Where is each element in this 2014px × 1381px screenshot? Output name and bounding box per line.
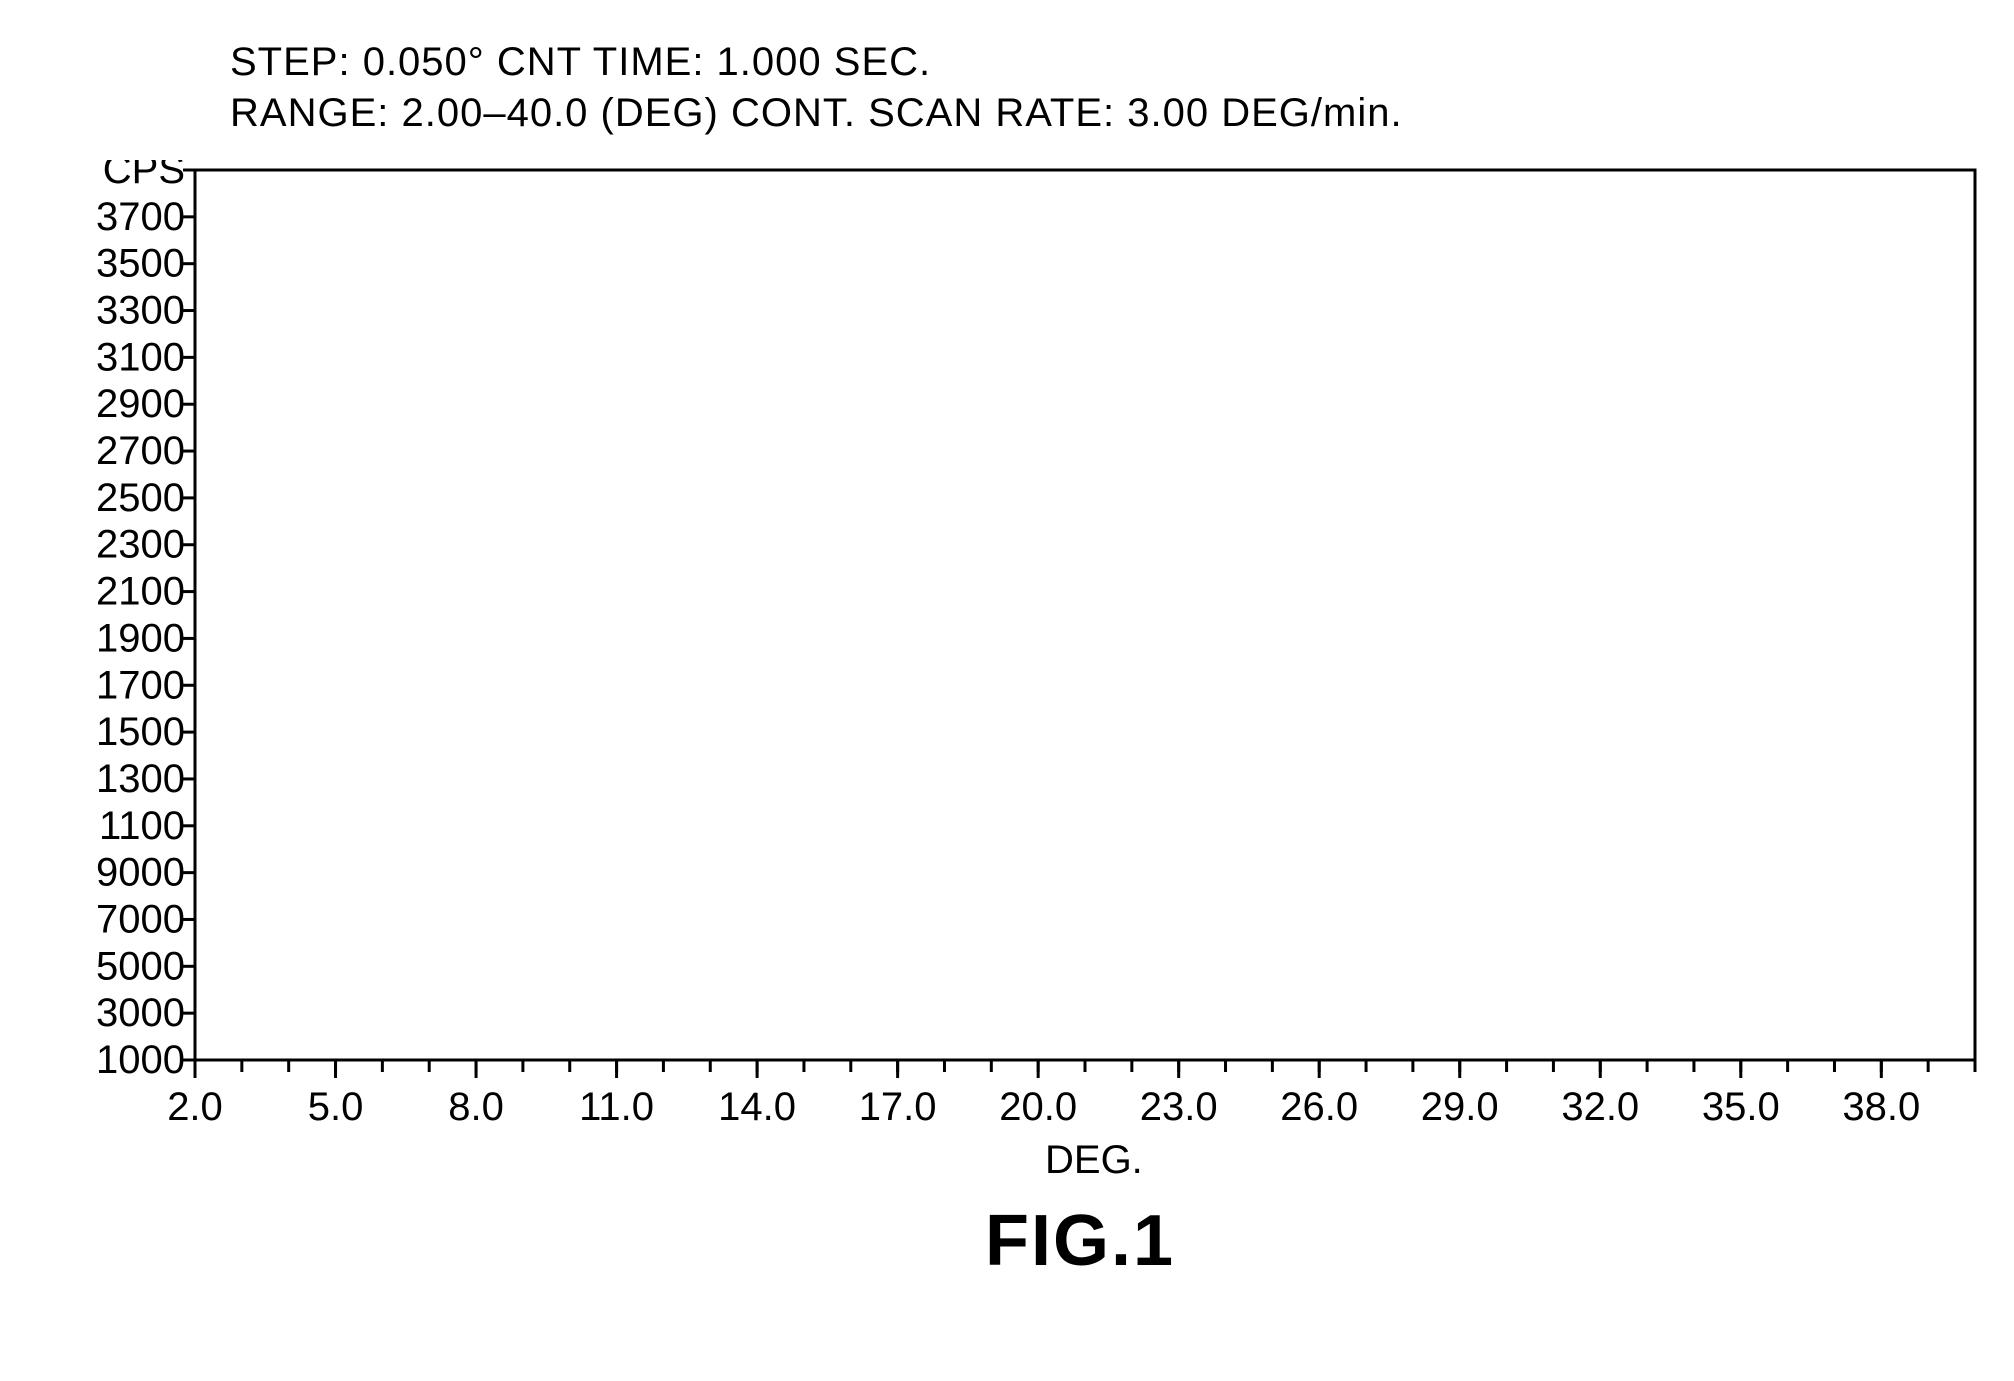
svg-text:17.0: 17.0 [859,1085,937,1129]
scan-parameters: STEP: 0.050° CNT TIME: 1.000 SEC. RANGE:… [230,40,1403,136]
svg-text:2100: 2100 [96,570,185,614]
svg-text:2.0: 2.0 [167,1085,223,1129]
svg-text:1000: 1000 [96,1038,185,1082]
svg-text:32.0: 32.0 [1561,1085,1639,1129]
svg-text:9000: 9000 [96,851,185,895]
svg-text:3300: 3300 [96,289,185,333]
svg-text:5.0: 5.0 [308,1085,364,1129]
svg-text:35.0: 35.0 [1702,1085,1780,1129]
svg-text:7000: 7000 [96,897,185,941]
x-axis-label: DEG. [1045,1138,1143,1183]
svg-text:2700: 2700 [96,429,185,473]
svg-text:8.0: 8.0 [448,1085,504,1129]
svg-text:20.0: 20.0 [999,1085,1077,1129]
svg-text:3000: 3000 [96,991,185,1035]
xrd-spectrum-chart: 1000300050007000900011001300150017001900… [80,160,1980,1165]
svg-text:2500: 2500 [96,476,185,520]
svg-text:23.0: 23.0 [1140,1085,1218,1129]
svg-text:29.0: 29.0 [1421,1085,1499,1129]
chart-svg: 1000300050007000900011001300150017001900… [80,160,1980,1160]
figure-caption: FIG.1 [985,1200,1175,1282]
svg-text:1700: 1700 [96,663,185,707]
svg-text:3100: 3100 [96,335,185,379]
svg-text:26.0: 26.0 [1280,1085,1358,1129]
svg-text:3500: 3500 [96,242,185,286]
svg-text:14.0: 14.0 [718,1085,796,1129]
svg-text:CPS: CPS [103,160,185,192]
svg-text:1100: 1100 [99,804,185,848]
svg-text:3700: 3700 [96,195,185,239]
svg-text:1300: 1300 [96,757,185,801]
svg-text:2900: 2900 [96,382,185,426]
svg-text:5000: 5000 [96,944,185,988]
header-line-2: RANGE: 2.00–40.0 (DEG) CONT. SCAN RATE: … [230,91,1403,136]
header-line-1: STEP: 0.050° CNT TIME: 1.000 SEC. [230,40,1403,85]
svg-text:11.0: 11.0 [579,1085,654,1129]
svg-text:1900: 1900 [96,616,185,660]
svg-text:1500: 1500 [96,710,185,754]
svg-text:38.0: 38.0 [1842,1085,1920,1129]
svg-text:2300: 2300 [96,523,185,567]
